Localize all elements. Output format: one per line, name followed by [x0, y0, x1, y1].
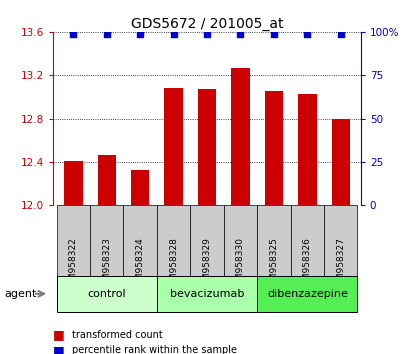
- Text: GSM958327: GSM958327: [335, 237, 344, 292]
- Point: [303, 31, 310, 36]
- Point: [337, 31, 343, 36]
- Bar: [331, 119, 349, 205]
- Point: [270, 31, 276, 36]
- Text: GSM958323: GSM958323: [102, 237, 111, 292]
- Bar: [231, 68, 249, 205]
- Bar: [297, 94, 316, 205]
- Bar: [123, 205, 157, 276]
- Bar: [90, 205, 123, 276]
- Text: dibenzazepine: dibenzazepine: [266, 289, 347, 299]
- Text: GSM958330: GSM958330: [236, 237, 244, 292]
- Text: agent: agent: [4, 289, 36, 299]
- Bar: [56, 276, 157, 312]
- Text: percentile rank within the sample: percentile rank within the sample: [72, 346, 236, 354]
- Text: GSM958328: GSM958328: [169, 237, 178, 292]
- Text: ■: ■: [53, 328, 69, 341]
- Text: GSM958329: GSM958329: [202, 237, 211, 292]
- Text: GSM958326: GSM958326: [302, 237, 311, 292]
- Point: [103, 31, 110, 36]
- Bar: [323, 205, 357, 276]
- Bar: [64, 161, 82, 205]
- Text: control: control: [87, 289, 126, 299]
- Text: GSM958324: GSM958324: [135, 237, 144, 292]
- Title: GDS5672 / 201005_at: GDS5672 / 201005_at: [130, 17, 283, 31]
- Bar: [256, 276, 357, 312]
- Text: ■: ■: [53, 344, 69, 354]
- Bar: [131, 170, 149, 205]
- Text: GSM958322: GSM958322: [69, 237, 78, 292]
- Point: [237, 31, 243, 36]
- Bar: [264, 91, 282, 205]
- Point: [203, 31, 210, 36]
- Point: [137, 31, 143, 36]
- Bar: [256, 205, 290, 276]
- Bar: [223, 205, 256, 276]
- Bar: [190, 205, 223, 276]
- Text: bevacizumab: bevacizumab: [169, 289, 244, 299]
- Bar: [56, 205, 90, 276]
- Bar: [157, 276, 256, 312]
- Bar: [198, 89, 216, 205]
- Text: transformed count: transformed count: [72, 330, 162, 339]
- Point: [70, 31, 76, 36]
- Bar: [290, 205, 323, 276]
- Point: [170, 31, 176, 36]
- Bar: [97, 155, 116, 205]
- Bar: [157, 205, 190, 276]
- Bar: [164, 88, 182, 205]
- Text: GSM958325: GSM958325: [269, 237, 278, 292]
